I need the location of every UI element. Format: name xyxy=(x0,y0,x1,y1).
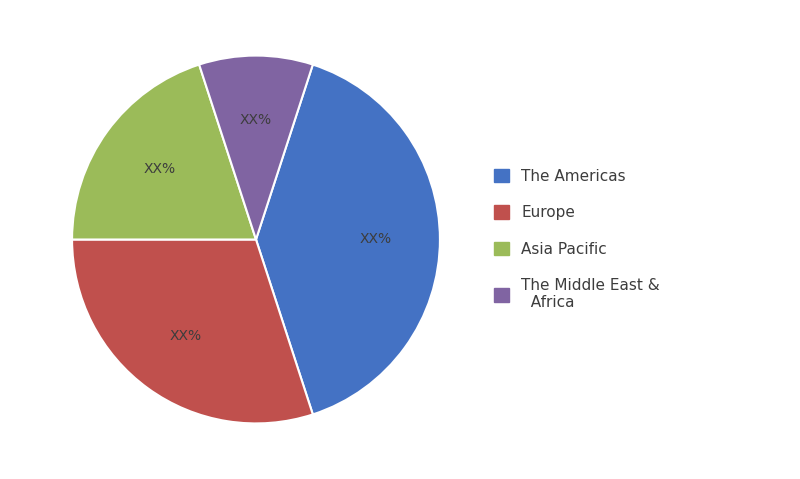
Text: XX%: XX% xyxy=(359,232,392,247)
Text: XX%: XX% xyxy=(143,162,175,176)
Wedge shape xyxy=(256,65,440,414)
Wedge shape xyxy=(72,240,313,423)
Text: XX%: XX% xyxy=(240,113,272,127)
Legend: The Americas, Europe, Asia Pacific, The Middle East &
  Africa: The Americas, Europe, Asia Pacific, The … xyxy=(494,169,660,310)
Wedge shape xyxy=(72,65,256,240)
Text: XX%: XX% xyxy=(170,329,202,343)
Wedge shape xyxy=(199,56,313,240)
